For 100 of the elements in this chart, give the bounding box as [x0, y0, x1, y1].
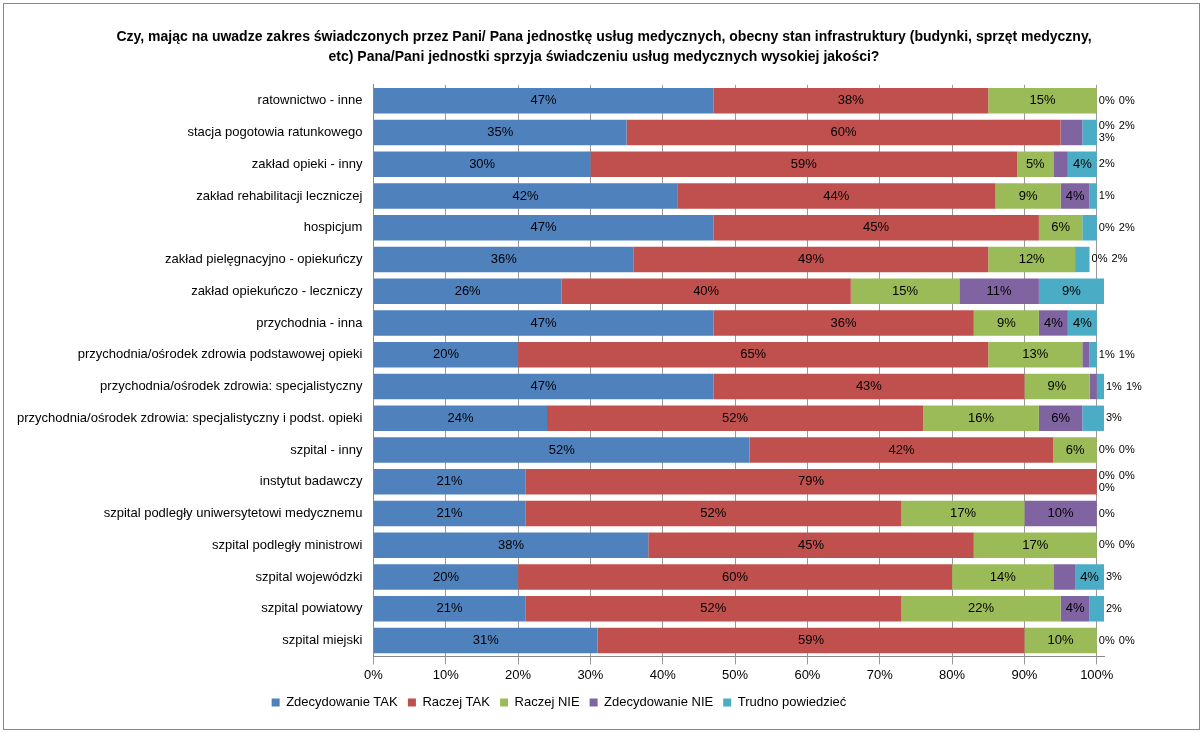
bar [373, 532, 649, 558]
bar [923, 405, 1039, 431]
y-tick-label: zakład opiekuńczo - leczniczy [191, 282, 363, 298]
bar [1082, 119, 1097, 146]
x-tick-label: 80% [939, 666, 966, 682]
data-label: 2% [1118, 119, 1135, 132]
data-label: 4% [1072, 314, 1093, 330]
bar [1060, 119, 1083, 146]
bar [373, 278, 562, 304]
data-label: 38% [498, 536, 525, 552]
data-label: 21% [436, 600, 464, 616]
data-label: 52% [700, 505, 727, 521]
y-tick-label: zakład opieki - inny [251, 155, 363, 171]
data-label: 1% [1126, 379, 1143, 392]
y-tick-label: szpital wojewódzki [255, 568, 363, 584]
bar [952, 564, 1054, 590]
x-tick-label: 10% [432, 666, 460, 682]
bar [713, 215, 1039, 241]
data-label: 9% [1062, 282, 1082, 298]
y-tick-label: szpital podległy ministrowi [212, 536, 363, 552]
legend-label: Trudno powiedzieć [737, 694, 847, 710]
bar [1096, 373, 1104, 400]
y-tick-label: przychodnia/ośrodek zdrowia: specjalistyczny i podst. opieki [17, 409, 363, 425]
data-label: 17% [1022, 536, 1049, 552]
legend-label: Zdecydowanie TAK [286, 694, 399, 710]
data-label: 35% [487, 124, 514, 140]
data-label: 4% [1065, 187, 1085, 203]
data-label: 43% [855, 378, 883, 394]
data-label: 22% [968, 600, 995, 616]
data-label: 2% [1098, 157, 1115, 170]
y-tick-label: ratownictwo - inne [257, 92, 363, 108]
data-label: 30% [469, 155, 496, 171]
data-label: 20% [432, 346, 460, 362]
y-tick-label: zakład rehabilitacji leczniczej [196, 187, 363, 203]
data-label: 9% [996, 314, 1017, 330]
data-label: 0% [1098, 220, 1115, 233]
y-tick-label: przychodnia - inna [256, 314, 364, 330]
y-tick-label: zakład pielęgnacyjno - opiekuńczy [165, 251, 363, 267]
data-label: 6% [1051, 219, 1071, 235]
data-label: 65% [740, 346, 767, 362]
bar [547, 405, 924, 431]
x-tick-label: 50% [722, 666, 749, 682]
bar [648, 532, 974, 558]
x-tick-label: 60% [794, 666, 821, 682]
bar [373, 469, 526, 495]
legend-label: Raczej TAK [422, 694, 491, 710]
data-label: 6% [1065, 441, 1085, 457]
data-label: 14% [989, 568, 1017, 584]
y-tick-label: instytut badawczy [259, 473, 363, 489]
bar [1089, 342, 1097, 368]
data-label: 16% [968, 409, 995, 425]
data-label: 24% [447, 409, 474, 425]
data-label: 9% [1018, 187, 1038, 203]
x-tick-label: 30% [577, 666, 604, 682]
data-label: 49% [798, 251, 825, 267]
bar [901, 500, 1025, 527]
data-label: 4% [1080, 568, 1100, 584]
bar [373, 500, 526, 527]
bar [1089, 373, 1097, 400]
data-label: 1% [1106, 379, 1123, 392]
data-label: 17% [949, 505, 977, 521]
bar [373, 342, 519, 368]
bar [713, 310, 974, 336]
data-label: 36% [490, 251, 518, 267]
data-label: 10% [1047, 505, 1075, 521]
bar [1075, 246, 1090, 273]
data-label: 47% [530, 92, 558, 108]
chart-title: Czy, mając na uwadze zakres świadczonych przez Pani/ Pana jednostkę usług medycznych, obecny stan infrastruktury (budynki, sprzęt medyczny, etc) Pana/Pani jednostki sprzyja świadczeniu usług medycznych wysokiej jakości? [115, 27, 1093, 66]
x-tick-label: 100% [1080, 666, 1114, 682]
bar [373, 119, 627, 146]
data-label: 21% [436, 505, 464, 521]
data-label: 59% [790, 155, 818, 171]
bar [677, 183, 996, 209]
data-label: 11% [986, 282, 1013, 298]
data-label: 60% [830, 124, 858, 140]
data-label: 20% [432, 568, 460, 584]
data-label: 47% [530, 378, 558, 394]
bar [1053, 151, 1068, 177]
bar [518, 342, 989, 368]
bar [373, 183, 678, 209]
data-label: 0% [1098, 633, 1115, 646]
bar [525, 469, 1097, 495]
bar [373, 151, 591, 177]
bar [626, 119, 1061, 146]
bar [850, 278, 960, 304]
data-label: 52% [548, 441, 576, 457]
data-label: 26% [454, 282, 482, 298]
bar [373, 405, 547, 431]
y-tick-label: szpital miejski [282, 632, 363, 648]
data-label: 60% [722, 568, 749, 584]
bar [988, 342, 1083, 368]
data-label: 0% [1118, 468, 1135, 481]
y-tick-label: hospicjum [303, 219, 363, 235]
data-label: 15% [892, 282, 919, 298]
bar [373, 437, 750, 463]
bar [1024, 373, 1090, 400]
x-tick-label: 90% [1011, 666, 1038, 682]
bar [373, 564, 519, 590]
data-label: 3% [1106, 570, 1123, 583]
data-label: 52% [700, 600, 727, 616]
